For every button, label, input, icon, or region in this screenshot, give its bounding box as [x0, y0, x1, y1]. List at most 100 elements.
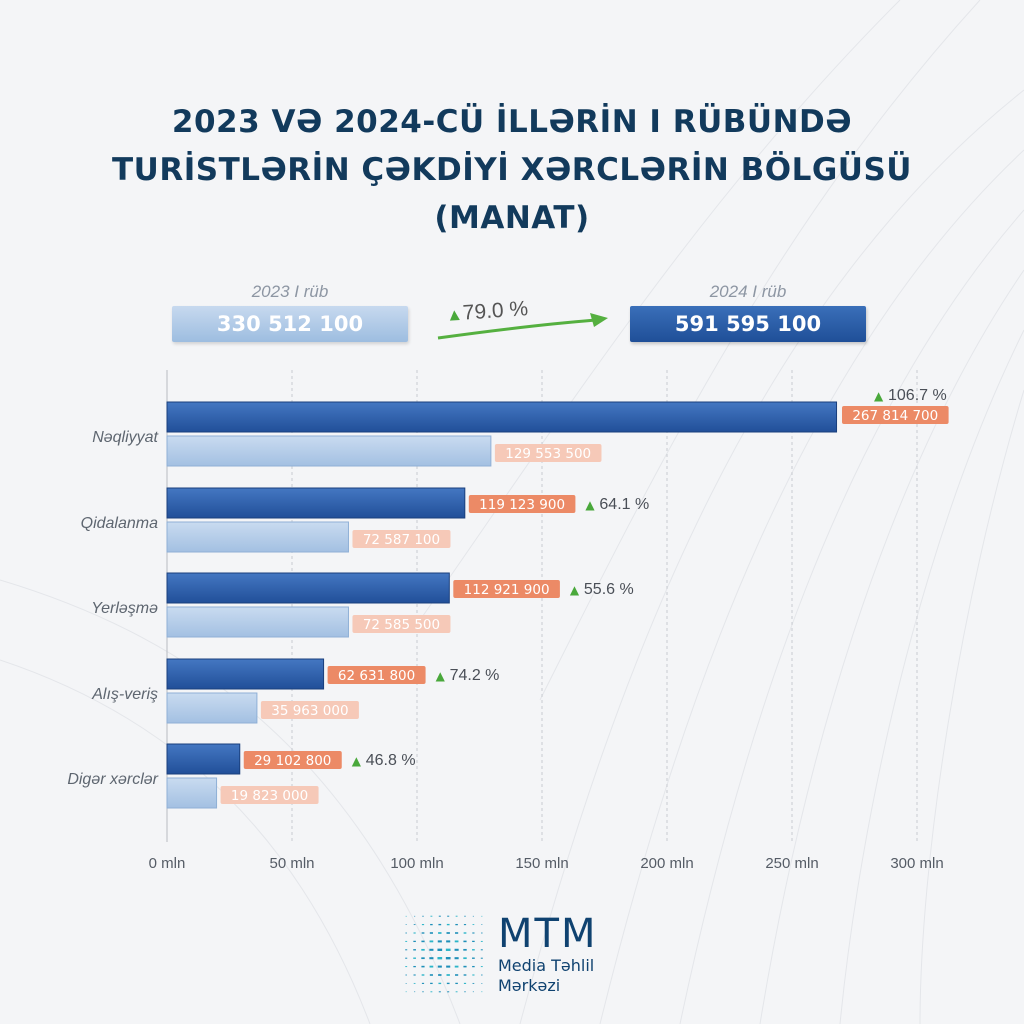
bar-2024: [166, 401, 838, 433]
logo-dot: [454, 957, 459, 960]
value-label-2024: 119 123 900: [479, 497, 565, 513]
logo-dot: [463, 982, 467, 984]
growth-arrow-icon: [437, 313, 608, 340]
logo-dot: [446, 932, 450, 934]
value-label-2024: 267 814 700: [852, 408, 938, 424]
logo-dot: [472, 965, 475, 968]
logo-dot: [413, 965, 416, 968]
logo-dot: [413, 982, 416, 984]
x-tick-label: 0 mln: [149, 855, 186, 872]
logo-dot: [429, 974, 433, 976]
value-label-2023: 72 585 500: [363, 617, 440, 633]
logo-dot: [455, 923, 458, 926]
logo-dot: [472, 991, 475, 993]
bar-2023: [166, 435, 492, 467]
logo-dot: [446, 940, 451, 943]
logo-dot: [422, 991, 424, 993]
logo-dot: [405, 924, 407, 925]
mtm-logo-icon: [405, 915, 483, 993]
logo-dot: [445, 948, 451, 951]
logo-dot: [481, 974, 483, 976]
logo-dot: [437, 940, 442, 943]
bar-2023: [166, 606, 349, 638]
logo-dot: [481, 924, 483, 925]
logo-dot: [405, 966, 408, 968]
logo-dot: [413, 974, 416, 976]
logo-dot: [446, 982, 450, 985]
logo-dot: [429, 948, 434, 951]
logo-dot: [429, 932, 433, 934]
x-tick-label: 250 mln: [765, 855, 818, 872]
growth-up-icon: ▲: [874, 389, 884, 403]
logo-dot: [421, 940, 425, 943]
value-badge-2023: [494, 444, 602, 462]
value-label-2023: 19 823 000: [231, 788, 308, 804]
logo-dot: [438, 974, 442, 976]
logo-dot: [446, 923, 450, 926]
value-badge-2024: [243, 751, 342, 769]
logo-dot: [430, 991, 433, 993]
growth-label: 106.7 %: [888, 387, 947, 404]
bar-2023: [166, 692, 258, 724]
logo-dot: [405, 940, 408, 942]
category-label: Alış-veriş: [91, 686, 158, 703]
logo-dot: [463, 924, 467, 926]
logo-dot: [445, 957, 451, 960]
bar-2024: [166, 572, 450, 604]
logo-dot: [430, 982, 433, 985]
logo-dot: [437, 957, 443, 960]
logo-dot: [438, 982, 442, 985]
logo-dot: [463, 965, 467, 968]
logo-dot: [429, 940, 434, 943]
value-badge-2024: [842, 406, 949, 424]
value-label-2024: 112 921 900: [464, 582, 550, 598]
logo-dot: [447, 915, 450, 917]
value-label-2024: 62 631 800: [338, 668, 415, 684]
logo-dot: [422, 915, 424, 917]
logo-dot: [405, 991, 407, 993]
logo-dot: [481, 991, 483, 993]
logo-line-2: Mərkəzi: [498, 976, 561, 995]
logo-dot: [455, 974, 459, 976]
growth-label: 55.6 %: [584, 581, 634, 598]
logo-dot: [480, 966, 483, 968]
logo-dot: [437, 965, 442, 968]
total-2023-label: 2023 I rüb: [251, 282, 329, 301]
logo-dot: [447, 991, 450, 993]
logo-dot: [429, 965, 434, 968]
logo-name: MTM: [498, 911, 598, 957]
logo-dot: [446, 965, 451, 968]
value-label-2024: 29 102 800: [254, 753, 331, 769]
logo-dot: [454, 948, 459, 951]
category-label: Yerləşmə: [91, 600, 158, 617]
logo-dot: [446, 974, 450, 976]
logo: MTM Media Təhlil Mərkəzi: [498, 912, 597, 996]
value-badge-2023: [260, 701, 359, 719]
logo-dot: [455, 932, 459, 934]
x-tick-label: 300 mln: [890, 855, 943, 872]
x-tick-label: 100 mln: [390, 855, 443, 872]
total-2024-label: 2024 I rüb: [709, 282, 787, 301]
growth-label: 46.8 %: [366, 752, 416, 769]
growth-up-icon: ▲: [436, 669, 446, 683]
logo-dot: [413, 949, 416, 951]
value-label-2023: 72 587 100: [363, 532, 440, 548]
logo-dot: [405, 915, 407, 917]
logo-dot: [472, 957, 475, 959]
logo-dot: [472, 974, 475, 976]
logo-dot: [472, 949, 475, 951]
value-badge-2023: [220, 786, 319, 804]
growth-label: 74.2 %: [450, 667, 500, 684]
bar-2023: [166, 521, 349, 553]
logo-dot: [464, 991, 466, 993]
logo-line-1: Media Təhlil: [498, 956, 595, 975]
logo-dot: [421, 924, 425, 926]
logo-dot: [413, 940, 416, 943]
logo-dot: [454, 965, 459, 968]
logo-dot: [413, 924, 416, 926]
logo-dot: [438, 915, 441, 917]
logo-dot: [472, 940, 475, 943]
logo-dot: [421, 974, 425, 976]
logo-dot: [455, 982, 458, 985]
title-line-3: (MANAT): [434, 200, 590, 236]
